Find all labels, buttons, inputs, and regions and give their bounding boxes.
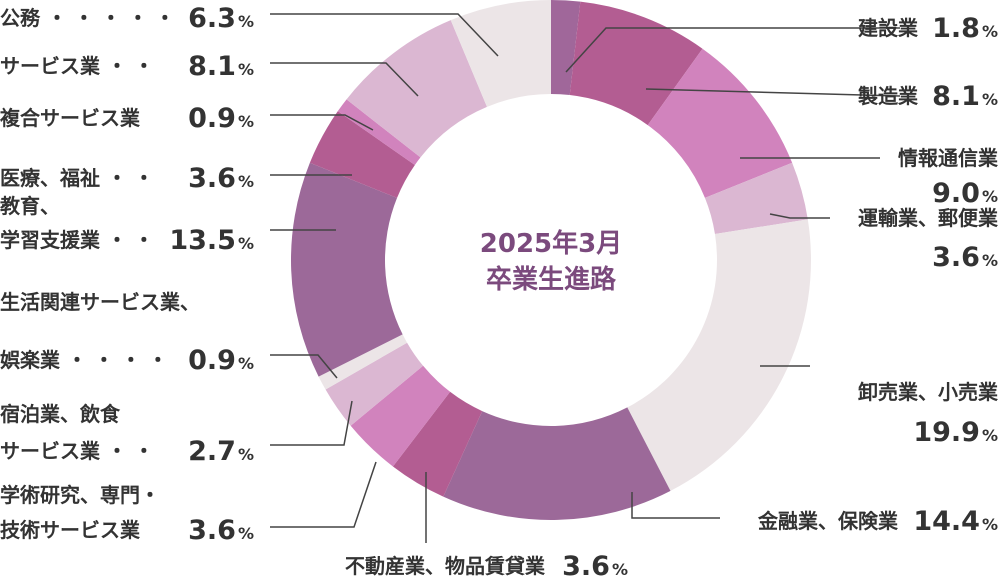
leader-line-construction (565, 27, 900, 73)
slice-construction (551, 0, 581, 96)
leader-line-finance-insurance (631, 492, 720, 519)
category-label-manufacturing: 製造業 (858, 84, 919, 108)
value-label-transport-postal: 3.6% (932, 242, 998, 273)
center-title-group: 2025年3月 卒業生進路 (480, 228, 622, 295)
slice-education (291, 162, 403, 377)
slices-group (291, 0, 811, 520)
leader-lines-group (270, 13, 901, 543)
value-label-compound-services: 0.9% (188, 103, 254, 134)
category-label-transport-postal: 運輸業、郵便業 (858, 206, 999, 230)
value-label-wholesale-retail: 19.9% (913, 417, 998, 448)
category-label-real-estate: 不動産業、物品賃貸業 (345, 554, 546, 578)
leader-line-compound-services (270, 114, 374, 131)
category-label-hotel-food-line-1: 宿泊業、飲食 (0, 402, 121, 426)
value-label-real-estate: 3.6% (562, 551, 628, 580)
slice-wholesale-retail (627, 219, 811, 491)
slice-info-comm (647, 48, 793, 198)
slice-public-service (450, 0, 551, 107)
value-label-finance-insurance: 14.4% (913, 506, 998, 537)
leader-line-lifestyle-leisure (270, 354, 338, 379)
slice-manufacturing (569, 1, 703, 126)
category-label-medical-welfare: 医療、福祉 ・ ・ (0, 166, 154, 190)
slice-compound-services (337, 99, 421, 165)
category-label-wholesale-retail: 卸売業、小売業 (858, 380, 999, 404)
slice-finance-insurance (443, 407, 671, 520)
value-label-construction: 1.8% (932, 13, 998, 44)
value-label-academic-tech: 3.6% (188, 515, 254, 546)
value-label-lifestyle-leisure: 0.9% (188, 345, 254, 376)
category-label-services: サービス業 ・ ・ (0, 54, 154, 78)
value-label-medical-welfare: 3.6% (188, 163, 254, 194)
category-label-academic-tech-line-2: 技術サービス業 (0, 518, 141, 542)
value-label-services: 8.1% (188, 51, 254, 82)
category-label-public-service: 公務 ・ ・ ・ ・ ・ (0, 6, 175, 30)
slice-academic-tech (350, 365, 451, 467)
value-label-hotel-food: 2.7% (188, 436, 254, 467)
slice-medical-welfare (309, 111, 415, 198)
slice-real-estate (392, 391, 483, 497)
leader-line-services (270, 62, 419, 97)
value-label-public-service: 6.3% (188, 3, 254, 34)
value-label-education: 13.5% (169, 225, 254, 256)
labels-group: 建設業 1.8 % 製造業 8.1 % 情報通信業 9.0 %運輸業、郵便業 3.6 % 卸売業、小売… (0, 3, 999, 580)
category-label-education-line-2: 学習支援業 ・ ・ (0, 228, 154, 252)
slice-hotel-food (325, 342, 424, 426)
value-label-manufacturing: 8.1% (932, 81, 998, 112)
category-label-info-comm: 情報通信業 (898, 146, 999, 170)
category-label-lifestyle-leisure-line-2: 娯楽業 ・ ・ ・ ・ (0, 348, 168, 372)
value-label-info-comm: 9.0% (932, 178, 998, 209)
category-label-compound-services: 複合サービス業 (0, 106, 141, 130)
leader-line-public-service (270, 13, 499, 57)
category-label-construction: 建設業 (858, 16, 919, 40)
slice-services (346, 20, 487, 158)
category-label-hotel-food-line-2: サービス業 ・ ・ (0, 439, 154, 463)
category-label-finance-insurance: 金融業、保険業 (757, 509, 899, 533)
leader-line-manufacturing (645, 88, 901, 97)
leader-line-transport-postal (769, 213, 830, 219)
center-title-line-2: 卒業生進路 (486, 264, 617, 295)
center-title-line-1: 2025年3月 (480, 228, 622, 259)
leader-line-hotel-food (270, 400, 353, 446)
category-label-academic-tech-line-1: 学術研究、専門・ (0, 483, 160, 507)
category-label-lifestyle-leisure-line-1: 生活関連サービス業、 (0, 290, 200, 314)
leader-line-academic-tech (270, 461, 377, 528)
slice-lifestyle-leisure (318, 334, 408, 390)
category-label-education-line-1: 教育、 (0, 194, 60, 218)
